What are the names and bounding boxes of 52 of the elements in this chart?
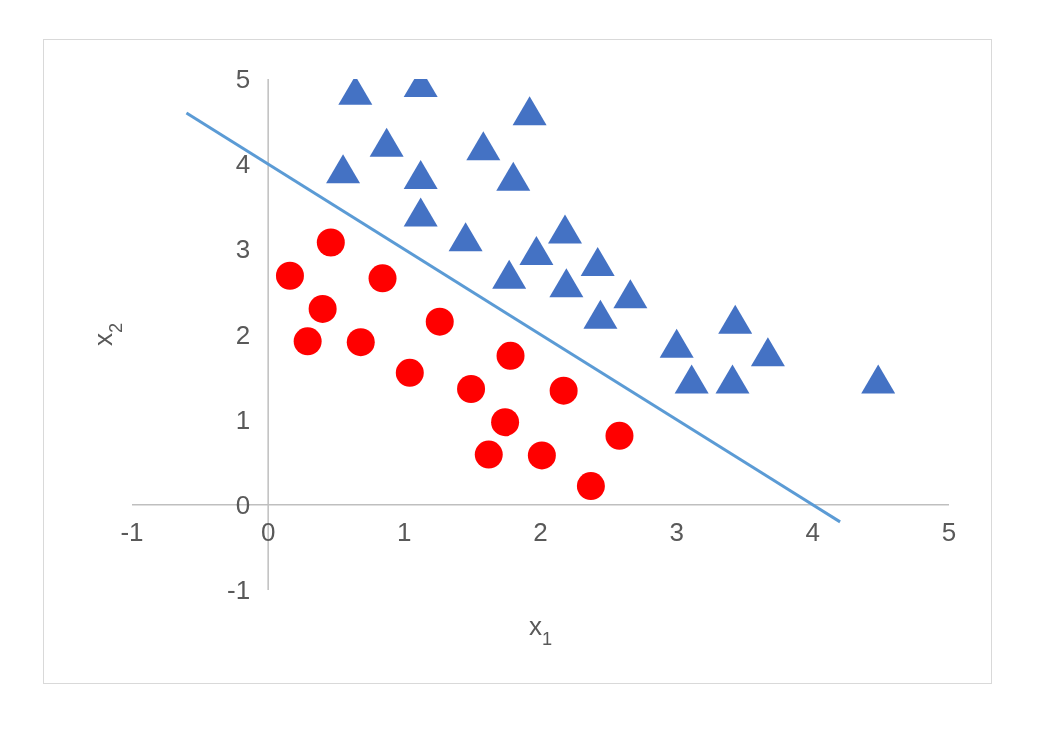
x-tick-label: 5 (941, 516, 957, 547)
y-tick-label: 3 (235, 234, 251, 265)
point (474, 440, 503, 469)
x-tick-label: 4 (805, 516, 821, 547)
point (326, 154, 361, 184)
point (496, 341, 525, 370)
point (715, 364, 750, 394)
x-tick-label: 2 (533, 516, 548, 547)
point (576, 472, 605, 501)
point (457, 375, 486, 404)
y-tick-label: -1 (227, 575, 251, 605)
point (403, 197, 438, 227)
y-tick-label: 4 (235, 149, 251, 180)
point (369, 127, 404, 157)
point (527, 441, 556, 470)
point (519, 235, 554, 265)
point (316, 228, 345, 257)
y-tick-label: 5 (235, 64, 251, 94)
point (275, 261, 304, 290)
point (861, 364, 896, 394)
point (549, 268, 584, 298)
point (718, 304, 753, 334)
x-tick-label: 3 (669, 516, 684, 547)
point (368, 264, 397, 293)
point (549, 376, 578, 405)
point (580, 246, 615, 276)
x-tick-label: -1 (120, 516, 144, 547)
point (491, 408, 520, 437)
y-tick-label: 2 (235, 319, 251, 350)
point (425, 307, 454, 336)
point (613, 279, 648, 309)
point (346, 328, 375, 357)
y-tick-label: 1 (235, 404, 251, 435)
point (293, 327, 322, 356)
point (512, 96, 547, 126)
x-tick-label: 0 (260, 516, 276, 547)
point (605, 421, 634, 450)
point (674, 364, 709, 394)
x-axis-title: x$_{1}$ (528, 611, 553, 649)
point (548, 214, 583, 244)
y-tick-label: 0 (235, 489, 251, 520)
point (308, 294, 337, 323)
point (403, 160, 438, 190)
point (496, 161, 531, 191)
point (448, 222, 483, 252)
point (466, 131, 501, 161)
point (750, 337, 785, 367)
point (492, 259, 527, 289)
point (395, 358, 424, 387)
x-tick-label: 1 (397, 516, 412, 547)
point (583, 299, 618, 329)
point (659, 328, 694, 358)
